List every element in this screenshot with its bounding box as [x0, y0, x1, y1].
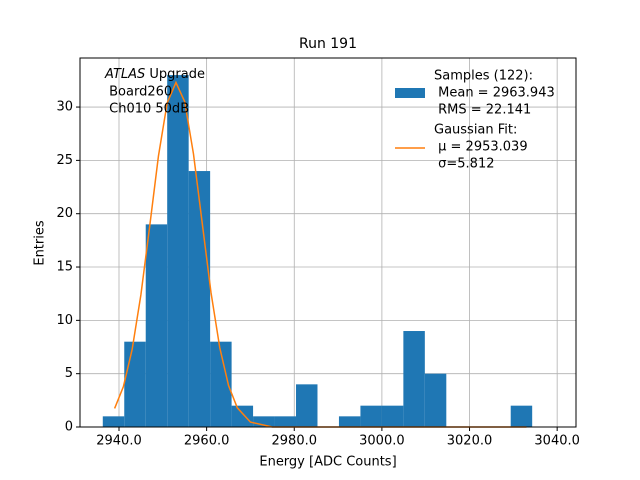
y-tick-label: 30	[56, 100, 73, 115]
bar	[167, 75, 189, 427]
legend-label: Mean = 2963.943	[434, 86, 555, 101]
bar	[510, 405, 533, 427]
bar	[360, 405, 382, 427]
legend-label: RMS = 22.141	[434, 103, 531, 118]
y-tick-label: 10	[56, 313, 73, 328]
legend-patch	[395, 88, 425, 98]
annotation: Board260	[105, 85, 172, 100]
x-tick-label: 2940.0	[96, 434, 142, 449]
y-tick-label: 15	[56, 260, 73, 275]
x-tick-label: 3000.0	[359, 434, 405, 449]
x-tick-label: 2960.0	[184, 434, 230, 449]
y-tick-label: 5	[65, 366, 73, 381]
x-axis-label: Energy [ADC Counts]	[259, 455, 396, 470]
x-tick-label: 3020.0	[447, 434, 493, 449]
bar	[424, 373, 447, 427]
y-tick-label: 20	[56, 206, 73, 221]
annotation: Ch010 50dB	[105, 102, 189, 117]
bar	[188, 171, 211, 427]
bar	[338, 416, 361, 427]
axes-frame	[79, 57, 577, 428]
annotation-italic: ATLAS	[104, 67, 145, 82]
legend-label: Samples (122):	[434, 69, 533, 84]
annotation: ATLAS Upgrade	[104, 67, 205, 82]
bar	[274, 416, 297, 427]
bar	[145, 224, 168, 427]
legend-label: Gaussian Fit:	[434, 123, 517, 138]
legend-label: μ = 2953.039	[434, 140, 528, 155]
fit-line	[113, 80, 527, 428]
bar	[253, 416, 275, 427]
chart-title: Run 191	[299, 36, 357, 52]
x-tick-label: 2980.0	[272, 434, 318, 449]
bar	[124, 341, 146, 427]
y-tick-label: 25	[56, 153, 73, 168]
bar	[403, 331, 425, 427]
x-tick-label: 3040.0	[534, 434, 580, 449]
bar	[381, 405, 404, 427]
bar	[102, 416, 125, 427]
y-tick-label: 0	[65, 420, 73, 435]
y-axis-label: Entries	[33, 220, 48, 266]
annotation-text: Upgrade	[145, 67, 205, 82]
bar	[231, 405, 254, 427]
bar	[296, 384, 318, 427]
bar	[210, 341, 232, 427]
legend-label: σ=5.812	[434, 157, 494, 172]
